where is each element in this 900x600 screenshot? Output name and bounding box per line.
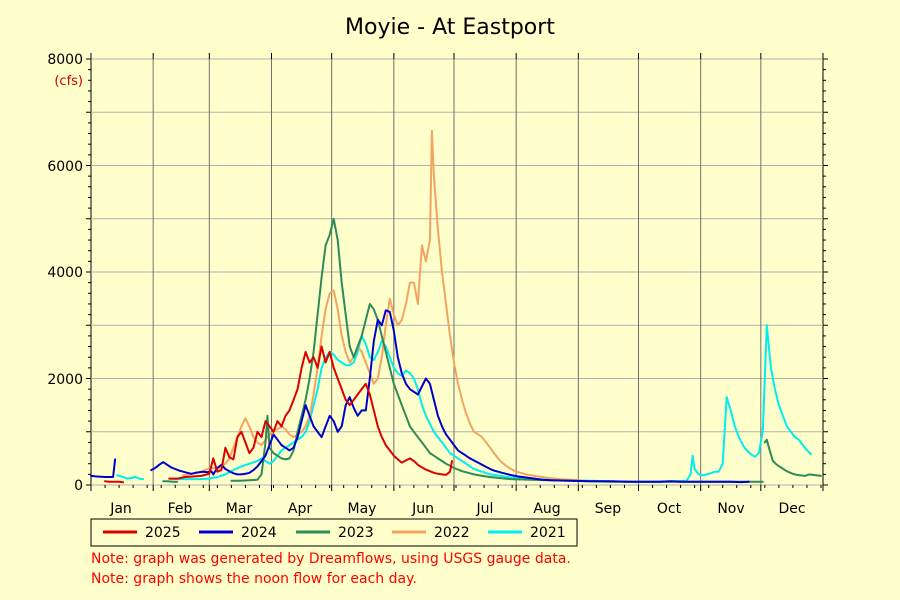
chart-title: Moyie - At Eastport [345, 15, 555, 40]
note-source: Note: graph was generated by Dreamflows,… [91, 551, 571, 567]
y-tick-label: 2000 [47, 372, 83, 388]
x-tick-label-nov: Nov [717, 501, 744, 517]
x-tick-label-sep: Sep [595, 501, 622, 517]
note-noon-flow: Note: graph shows the noon flow for each… [91, 571, 417, 587]
y-tick-label: 4000 [47, 265, 83, 281]
series-line-2023 [763, 438, 822, 477]
legend-label-2024: 2024 [241, 525, 277, 541]
x-tick-label-jun: Jun [411, 501, 434, 517]
series-line-2022 [182, 129, 582, 482]
series-line-2025 [168, 345, 453, 480]
legend-label-2021: 2021 [530, 525, 566, 541]
series-line-2021 [170, 324, 812, 483]
y-unit-label: (cfs) [54, 74, 83, 89]
legend-label-2025: 2025 [145, 525, 181, 541]
plot-area: 8000 (cfs) 6000 4000 2000 0 Jan Feb Mar … [47, 52, 828, 517]
legend-label-2023: 2023 [338, 525, 374, 541]
x-tick-label-jul: Jul [476, 501, 494, 517]
x-tick-label-jan: Jan [109, 501, 132, 517]
x-tick-label-dec: Dec [778, 501, 805, 517]
series-line-2025 [104, 480, 125, 484]
legend[interactable]: 2025 2024 2023 2022 2021 [90, 518, 578, 547]
series-line-2021 [116, 474, 145, 481]
series-line-2024 [90, 458, 117, 478]
x-tick-label-apr: Apr [288, 501, 312, 517]
series-lines [90, 129, 822, 484]
series-line-2023 [162, 480, 179, 483]
x-axis: Jan Feb Mar Apr May Jun Jul Aug Sep Oct … [109, 501, 805, 517]
y-tick-label: 0 [74, 478, 83, 494]
grid [86, 53, 828, 491]
series-line-2023 [230, 217, 764, 483]
x-tick-label-aug: Aug [533, 501, 560, 517]
y-tick-label: 8000 [47, 52, 83, 68]
y-tick-label: 6000 [47, 159, 83, 175]
y-axis: 8000 (cfs) 6000 4000 2000 0 [47, 52, 83, 494]
x-tick-label-mar: Mar [226, 501, 253, 517]
x-tick-label-feb: Feb [168, 501, 193, 517]
x-tick-label-may: May [348, 501, 377, 517]
x-tick-label-oct: Oct [657, 501, 682, 517]
legend-label-2022: 2022 [434, 525, 470, 541]
